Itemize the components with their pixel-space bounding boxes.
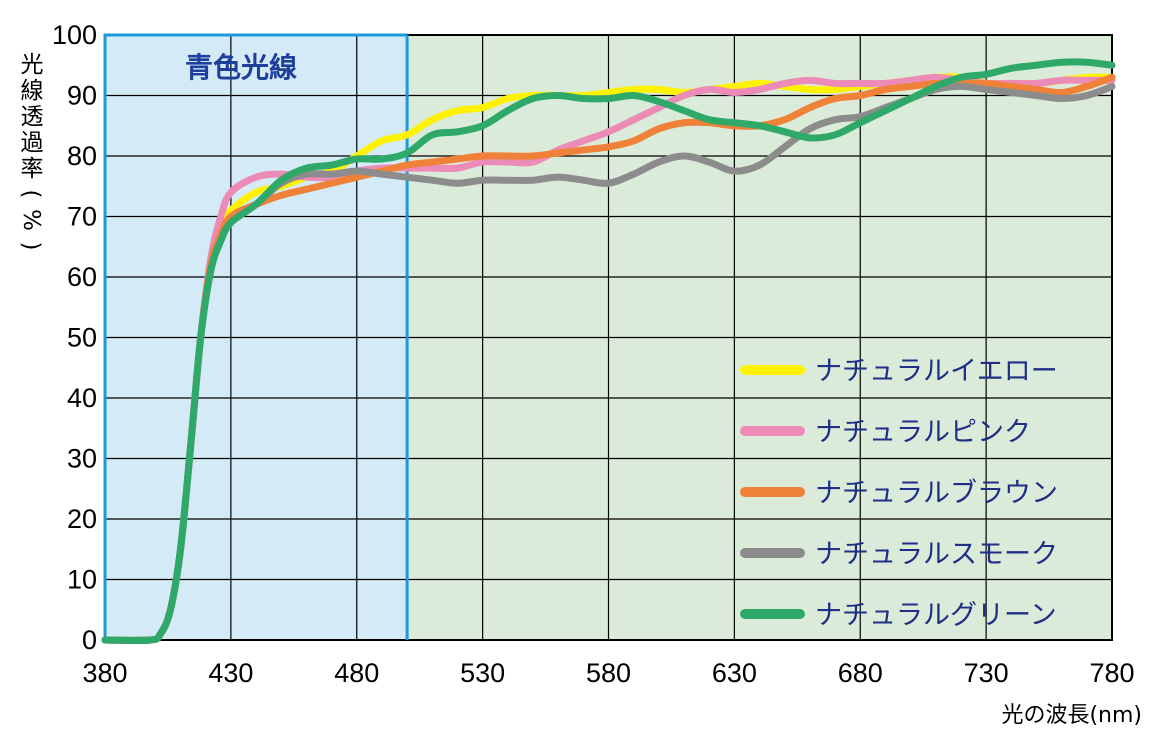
y-tick-labels: 0 10 20 30 40 50 60 70 80 90 100 [52,20,97,655]
y-tick-label: 100 [52,20,97,50]
y-axis-label-char: 過 [21,130,44,156]
x-tick-label: 780 [1089,658,1134,688]
x-tick-label: 530 [460,658,505,688]
y-axis-label-char: 線 [21,78,44,104]
x-tick-labels: 380 430 480 530 580 630 680 730 780 [82,658,1134,688]
y-axis-label-char: 率 [21,156,44,182]
series-lines [101,58,1116,644]
y-tick-label: 50 [67,323,97,353]
x-tick-label: 480 [334,658,379,688]
legend-label: ナチュラルイエロー [815,356,1058,387]
grid-lines [105,35,1112,640]
x-tick-label: 730 [964,658,1009,688]
x-tick-label: 580 [586,658,631,688]
y-tick-label: 70 [67,202,97,232]
y-tick-label: 30 [67,444,97,474]
legend-label: ナチュラルブラウン [815,478,1058,509]
x-axis-label: 光の波長(nm) [1001,703,1142,728]
x-tick-label: 680 [838,658,883,688]
y-axis-label-char: 透 [21,104,44,130]
y-axis-label-char: 光 [21,52,44,78]
y-tick-label: 10 [67,565,97,595]
x-tick-label: 430 [208,658,253,688]
y-axis-label-char: ( [18,190,44,199]
legend-label: ナチュラルピンク [815,417,1031,448]
x-tick-label: 630 [712,658,757,688]
y-tick-label: 0 [82,625,97,655]
y-tick-label: 90 [67,81,97,111]
x-tick-label: 380 [82,658,127,688]
legend-label: ナチュラルグリーン [815,600,1057,631]
y-axis-label-char: % [18,209,44,231]
blue-region-label: 青色光線 [185,51,297,84]
y-axis-label-char: ) [18,242,44,251]
y-tick-label: 60 [67,262,97,292]
series-line-5 [101,58,1116,644]
y-tick-label: 40 [67,383,97,413]
legend: ナチュラルイエローナチュラルピンクナチュラルブラウンナチュラルスモークナチュラル… [740,356,1058,631]
blue-region-border [103,33,408,640]
y-tick-label: 80 [67,141,97,171]
y-tick-label: 20 [67,504,97,534]
legend-label: ナチュラルスモーク [815,539,1058,570]
